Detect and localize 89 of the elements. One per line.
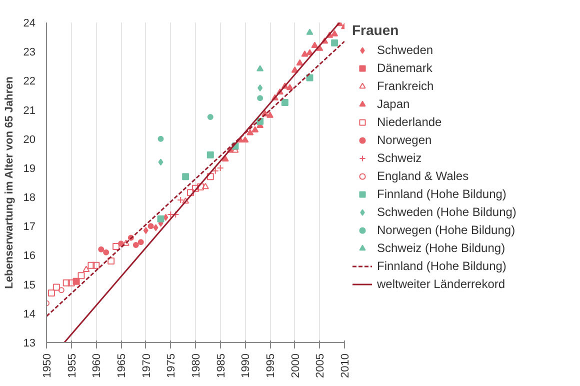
point (242, 136, 249, 143)
point (206, 151, 214, 158)
x-tick-label: 1985 (215, 353, 228, 378)
point (202, 182, 209, 190)
point (92, 262, 100, 269)
point (311, 42, 318, 48)
point (68, 279, 75, 286)
y-tick-label: 16 (23, 250, 36, 262)
point (206, 173, 214, 180)
point (331, 39, 338, 46)
x-tick-label: 1995 (265, 353, 277, 378)
point (222, 155, 229, 162)
x-tick-label: 1950 (42, 353, 54, 378)
point (306, 74, 314, 82)
x-tick-label: 2000 (290, 353, 302, 378)
x-tick-label: 1970 (140, 353, 153, 378)
point (88, 262, 95, 269)
y-tick-label: 15 (23, 279, 36, 292)
legend-label: Schweden (Hohe Bildung) (377, 205, 516, 219)
point (266, 112, 274, 118)
point (306, 28, 314, 35)
y-tick-label: 13 (23, 338, 36, 350)
point (132, 242, 139, 248)
point (48, 290, 55, 297)
legend-label: Finnland (Hohe Bildung) (377, 187, 506, 201)
point (158, 158, 164, 166)
x-tick-label: 2010 (340, 353, 352, 378)
point (182, 173, 190, 180)
legend-label: Frankreich (377, 79, 434, 93)
point (182, 197, 190, 204)
point (157, 215, 164, 222)
point (207, 114, 214, 120)
x-tick-label: 2005 (314, 353, 327, 378)
point (286, 84, 294, 90)
legend-label: Schweden (377, 43, 434, 57)
legend-label: Niederlande (377, 115, 442, 129)
point (103, 249, 110, 256)
point (331, 30, 338, 36)
point (158, 136, 164, 142)
point (306, 49, 314, 56)
point (256, 65, 264, 72)
y-tick-label: 23 (23, 46, 36, 59)
point (52, 284, 60, 291)
legend-label: Schweiz (Hohe Bildung) (377, 241, 506, 255)
legend-label: England & Wales (377, 169, 469, 183)
y-tick-label: 14 (23, 308, 36, 320)
point (163, 214, 168, 221)
point (148, 223, 154, 230)
point (296, 59, 304, 66)
point (187, 189, 194, 196)
point (196, 183, 204, 190)
y-tick-label: 21 (23, 104, 36, 117)
point (108, 258, 115, 265)
y-tick-label: 18 (23, 192, 36, 204)
point (281, 99, 288, 106)
legend-title: Frauen (352, 22, 400, 38)
x-tick-label: 1955 (66, 353, 78, 378)
point (138, 239, 144, 246)
y-tick-label: 22 (23, 76, 36, 88)
y-tick-label: 20 (23, 134, 36, 146)
x-tick-label: 1980 (190, 353, 202, 378)
x-tick-label: 1965 (116, 353, 128, 378)
y-axis-title: Lebenserwartung im Alter von 65 Jahren (3, 76, 16, 289)
point (78, 272, 85, 280)
point (246, 129, 254, 136)
x-tick-label: 1960 (91, 353, 104, 378)
x-tick-label: 1990 (240, 353, 252, 378)
legend-label: Dänemark (377, 61, 432, 75)
legend-label: Schweiz (377, 151, 422, 165)
legend-label: Norwegen (377, 133, 432, 147)
point (153, 224, 158, 232)
point (143, 227, 148, 234)
y-tick-label: 17 (23, 221, 36, 234)
legend-label: Finnland (Hohe Bildung) (377, 259, 506, 273)
legend-label: Norwegen (Hohe Bildung) (377, 223, 516, 237)
point (257, 95, 264, 102)
x-tick-label: 1975 (166, 353, 178, 378)
y-tick-label: 24 (23, 18, 36, 30)
point (62, 279, 70, 286)
y-tick-label: 19 (23, 162, 36, 175)
legend-label: Japan (377, 97, 410, 111)
point (118, 240, 124, 247)
point (82, 266, 90, 272)
point (258, 84, 263, 92)
legend-label: weltweiter Länderrekord (377, 277, 506, 291)
point (98, 246, 104, 252)
point (252, 126, 259, 132)
point (112, 243, 120, 250)
point (192, 184, 199, 192)
